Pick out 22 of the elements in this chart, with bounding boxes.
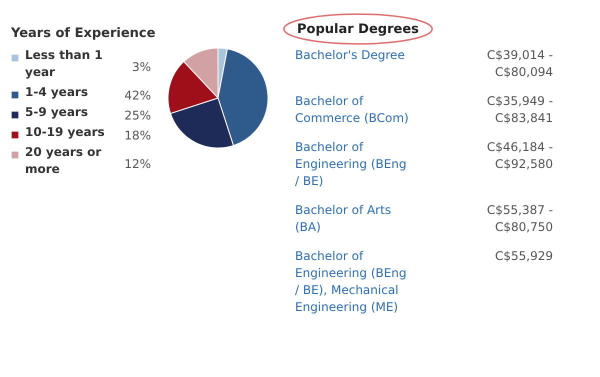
text: Bachelor of Engineering (BEng / BE), Mechanical Engineering (ME) [295,249,407,314]
legend-label: 10-19 years [25,125,105,139]
data-label: 3% [132,60,151,74]
chart-title: Years of Experience [10,26,156,41]
text: C$35,949 - C$83,841 [486,94,553,125]
text: Bachelor of Commerce (BCom) [295,94,409,125]
text: Bachelor of Arts (BA) [295,203,392,234]
data-label: 42% [124,88,151,102]
legend-label: 5-9 years [25,105,88,119]
text: C$46,184 - C$92,580 [486,140,553,171]
data-label: 12% [124,157,151,171]
text: Bachelor's Degree [295,48,405,62]
data-label: 25% [124,108,151,122]
text: C$55,929 [494,249,553,263]
text: C$39,014 - C$80,094 [486,48,553,79]
legend-label: 20 years or more [25,145,102,176]
legend-label: Less than 1 year [25,48,103,79]
text: C$55,387 - C$80,750 [486,203,553,234]
text: Popular Degrees [297,22,420,37]
legend-label: 1-4 years [25,85,88,99]
data-label: 18% [124,128,151,142]
text: Bachelor of Engineering (BEng / BE) [295,140,407,188]
